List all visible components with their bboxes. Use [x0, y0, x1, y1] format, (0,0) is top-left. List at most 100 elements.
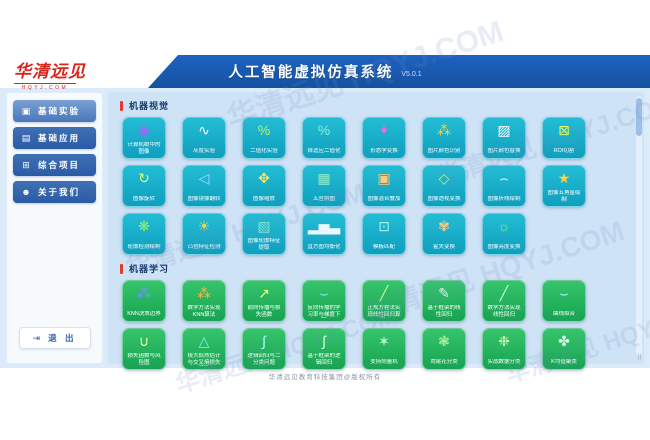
experiment-tile[interactable]: ❉ 实战数据分类: [482, 328, 526, 370]
monitor-eye-icon: ◉: [137, 121, 151, 138]
experiment-tile[interactable]: ⊠ ROI切割: [542, 117, 586, 159]
experiment-tile-label: 二值化实验: [250, 148, 278, 155]
iris-classify-icon: ❃: [438, 332, 450, 349]
sidebar-item-关于我们[interactable]: ☻ 关于我们: [13, 181, 96, 203]
experiment-tile[interactable]: ✤ K均值聚类: [542, 328, 586, 370]
experiment-tile-label: 计算机眼中的图像: [127, 142, 161, 155]
zoom-arrows-icon: ✥: [258, 169, 270, 186]
experiment-tile[interactable]: ✦ 形态学变换: [362, 117, 406, 159]
resize-grip[interactable]: ⠿: [636, 355, 642, 362]
star-icon: ★: [557, 169, 571, 186]
application-icon: ▤: [21, 132, 31, 143]
experiment-tile[interactable]: △ 极大似然估计与交叉熵损失函数: [182, 328, 226, 370]
app-title: 人工智能虚拟仿真系统: [228, 65, 394, 81]
likelihood-triangle-icon: △: [198, 332, 210, 349]
experiment-tile-label: 逻辑回归与二分类问题: [247, 353, 281, 366]
experiment-tile-label: 图像五角星绘制: [547, 190, 581, 203]
experiment-tile[interactable]: ✶ 支持向量机: [362, 328, 406, 370]
experiment-tile[interactable]: ⁂ 图片颜色识别: [422, 117, 466, 159]
footer-bar: 华清远见教育科技集团@版权所有: [0, 368, 650, 390]
experiment-tile-label: 基于框架的逻辑回归: [307, 353, 341, 366]
experiment-tile[interactable]: ☀ 凸包特征检测: [182, 213, 226, 255]
experiment-tile[interactable]: ✾ 霍夫变换: [422, 213, 466, 255]
experiment-tile-label: 图片颜色识别: [427, 148, 461, 155]
experiment-tile[interactable]: ⌣ 反向传播的学习率与梯度下降: [302, 280, 346, 322]
linear-regression-line-icon: ╱: [379, 284, 389, 301]
experiment-tile[interactable]: ╱ 数学方法实现线性回归: [482, 280, 526, 322]
roi-crop-icon: ⊠: [558, 121, 570, 138]
experiment-tile[interactable]: % 自适应二值化: [302, 117, 346, 159]
section-header: 机器视觉: [120, 99, 644, 112]
experiment-tile[interactable]: ▦ 五官拼图: [302, 165, 346, 207]
experiment-tile-label: 五官拼图: [312, 196, 335, 203]
logout-button[interactable]: ⇥ 退 出: [18, 327, 91, 349]
knn-scatter-icon: ⁂: [137, 284, 151, 301]
brightness-icon: ☼: [497, 217, 511, 234]
mosaic-grid-icon: ▦: [317, 169, 331, 186]
experiment-tile[interactable]: ∪ 损失函数与风险图: [122, 328, 166, 370]
contour-feature-icon: ▧: [257, 217, 271, 234]
experiment-tile[interactable]: ◇ 图像透视变换: [422, 165, 466, 207]
experiment-tile[interactable]: ↻ 图像旋转: [122, 165, 166, 207]
gradient-descent-icon: ⌣: [319, 284, 329, 301]
copyright-text: 华清远见教育科技集团@版权所有: [268, 374, 382, 381]
loss-risk-curve-icon: ∪: [138, 332, 150, 349]
experiment-tile[interactable]: ✥ 图像缩放: [242, 165, 286, 207]
section-accent-bar: [120, 100, 123, 111]
sidebar-item-综合项目[interactable]: ⊞ 综合项目: [13, 154, 96, 176]
experiment-tile[interactable]: ∫ 基于框架的逻辑回归: [302, 328, 346, 370]
experiment-tile[interactable]: ↗ 前向传播与损失函数: [242, 280, 286, 322]
sidebar-item-基础应用[interactable]: ▤ 基础应用: [13, 127, 96, 149]
experiment-tile[interactable]: % 二值化实验: [242, 117, 286, 159]
logo-text: 华清远见: [14, 62, 86, 81]
picture-frame-icon: ▨: [497, 121, 511, 138]
color-dots-icon: ⁂: [437, 121, 451, 138]
section-title: 机器视觉: [129, 101, 170, 111]
experiment-tile[interactable]: ▨ 图片颜色替换: [482, 117, 526, 159]
sidebar: ▣ 基础实验 ▤ 基础应用 ⊞ 综合项目 ☻ 关于我们 ⇥ 退 出: [6, 92, 103, 364]
experiment-tile-label: 轮廓检测绘制: [127, 244, 161, 251]
experiment-tile-label: KNN决策边界: [127, 311, 161, 318]
experiment-tile-label: 图像亮度变换: [487, 244, 521, 251]
scrollbar-thumb[interactable]: [636, 98, 642, 136]
experiment-tile[interactable]: ▣ 图像混合叠加: [362, 165, 406, 207]
experiment-tile[interactable]: ╱ 正规方程法实现线性回归算法: [362, 280, 406, 322]
experiment-tile[interactable]: ∫ 逻辑回归与二分类问题: [242, 328, 286, 370]
experiment-tile-label: 反向传播的学习率与梯度下降: [307, 305, 341, 318]
content-panel: 机器视觉 ◉ 计算机眼中的图像 ∿ 灰度实验% 二值化实验 % 自适应二值化 ✦ 形态学变换 ⁂ 图片…: [108, 92, 644, 370]
experiment-tile[interactable]: ★ 图像五角星绘制: [542, 165, 586, 207]
header-wedge: [0, 55, 178, 88]
kmeans-cluster-icon: ✤: [558, 332, 570, 349]
experiment-tile[interactable]: ✎ 基于框架的线性回归: [422, 280, 466, 322]
experiment-tile-label: 图像折线绘制: [487, 196, 521, 203]
experiment-tile[interactable]: ❋ 轮廓检测绘制: [122, 213, 166, 255]
binarize-percent-icon: %: [257, 121, 271, 138]
app-version: V5.0.1: [401, 71, 422, 78]
framework-regression-icon: ✎: [438, 284, 450, 301]
sidebar-item-基础实验[interactable]: ▣ 基础实验: [13, 100, 96, 122]
histogram-bars-icon: ▂▅▃: [307, 217, 341, 234]
section-accent-bar: [120, 263, 123, 274]
experiment-tile[interactable]: ❃ 鸢尾花分类: [422, 328, 466, 370]
blend-image-icon: ▣: [377, 169, 391, 186]
grayscale-wave-icon: ∿: [198, 121, 210, 138]
experiment-tile[interactable]: ◉ 计算机眼中的图像: [122, 117, 166, 159]
math-regression-icon: ╱: [499, 284, 509, 301]
experiment-tile[interactable]: ⊡ 模板匹配: [362, 213, 406, 255]
experiment-tile-label: 图像旋转: [132, 196, 155, 203]
sidebar-item-label: 基础实验: [38, 106, 81, 116]
experiment-tile[interactable]: ⁂ KNN决策边界: [122, 280, 166, 322]
convex-hull-sun-icon: ☀: [197, 217, 211, 234]
experiment-tile[interactable]: ∿ 灰度实验: [182, 117, 226, 159]
experiment-tile[interactable]: ⁂ 数学方法实现KNN算法: [182, 280, 226, 322]
experiment-tile[interactable]: ▧ 图像轮廓特征提取: [242, 213, 286, 255]
experiment-tile-label: 支持向量机: [370, 359, 398, 366]
logout-label: 退 出: [48, 333, 77, 343]
experiment-tile[interactable]: ▂▅▃ 直方图均衡化: [302, 213, 346, 255]
scrollbar[interactable]: [636, 96, 642, 356]
experiment-tile-label: 曲线拟合: [552, 311, 575, 318]
experiment-tile[interactable]: ⌣ 曲线拟合: [542, 280, 586, 322]
experiment-tile[interactable]: ◁ 图像镜像翻转: [182, 165, 226, 207]
experiment-tile[interactable]: ☼ 图像亮度变换: [482, 213, 526, 255]
experiment-tile[interactable]: ⌢ 图像折线绘制: [482, 165, 526, 207]
